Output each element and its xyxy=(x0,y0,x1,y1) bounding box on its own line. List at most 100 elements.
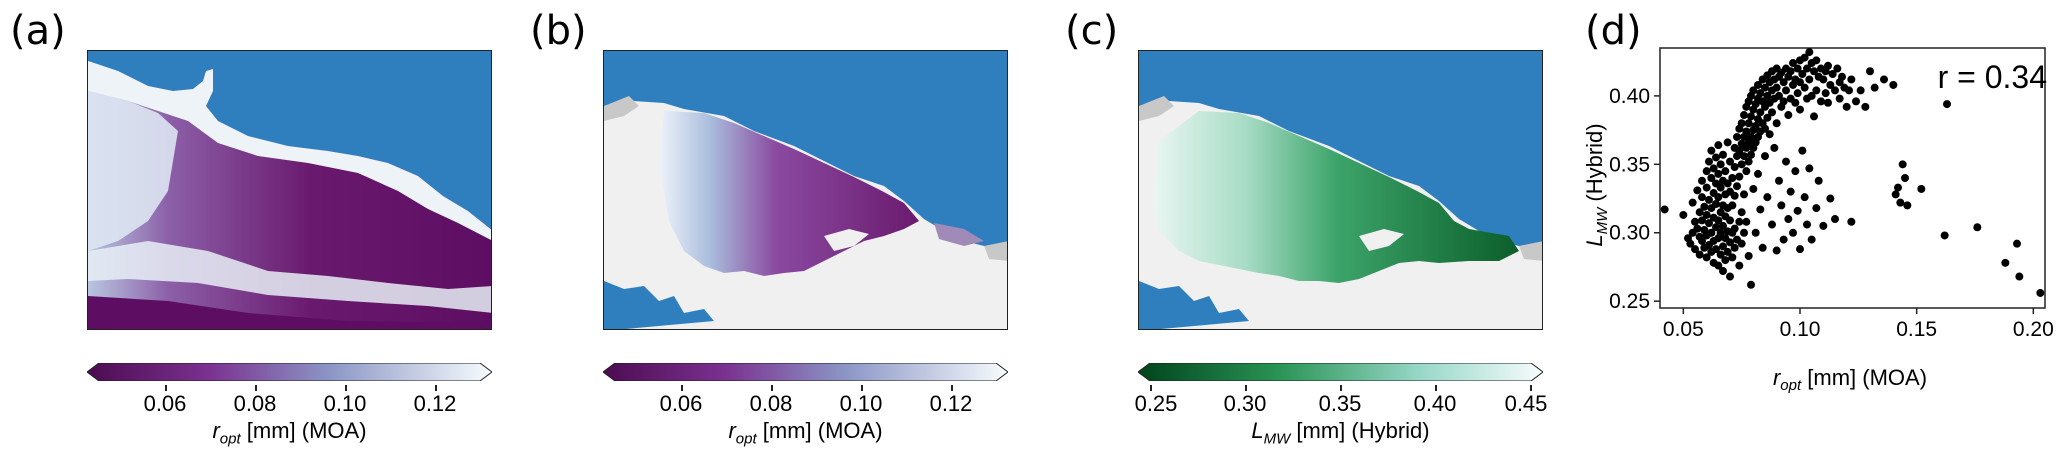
map-panel-a xyxy=(87,50,492,330)
scatter-point xyxy=(1735,261,1744,270)
scatter-point xyxy=(1723,138,1732,147)
scatter-point xyxy=(1723,179,1732,188)
scatter-point xyxy=(1803,220,1811,229)
scatter-point xyxy=(1763,91,1772,100)
scatter-point xyxy=(1768,108,1776,117)
scatter-point xyxy=(1768,220,1776,229)
scatter-point xyxy=(1940,231,1949,240)
scatter-point xyxy=(1807,91,1816,100)
scatter-point xyxy=(1880,75,1888,84)
cbar-c-tick: 0.40 xyxy=(1413,391,1457,416)
cbar-a-tick: 0.06 xyxy=(143,391,187,416)
scatter-point xyxy=(1824,61,1832,70)
scatter-point xyxy=(1714,216,1723,225)
scatter-point xyxy=(1716,160,1725,169)
scatter-point xyxy=(1686,239,1695,248)
scatter-point xyxy=(1726,238,1734,247)
scatter-point xyxy=(1824,98,1832,107)
scatter-point xyxy=(1943,100,1951,109)
scatter-point xyxy=(1756,205,1765,214)
scatter-point xyxy=(1761,152,1769,161)
scatter-point xyxy=(1917,184,1926,193)
scatter-point xyxy=(1735,146,1744,155)
cbar-b-tick: 0.12 xyxy=(929,391,973,416)
scatter-point xyxy=(1702,253,1711,262)
scatter-point xyxy=(1810,67,1818,76)
scatter-point xyxy=(1744,252,1753,260)
scatter-point xyxy=(1756,89,1765,98)
scatter-point xyxy=(1691,217,1699,226)
scatter-point xyxy=(1691,245,1699,254)
colorbar-a-ticks: 0.06 0.08 0.10 0.12 xyxy=(87,385,492,416)
scatter-point xyxy=(1693,186,1702,195)
scatter-point xyxy=(1775,91,1783,100)
scatter-point xyxy=(1740,190,1748,199)
scatter-point xyxy=(1814,176,1823,185)
scatter-point xyxy=(2013,239,2021,248)
scatter-point xyxy=(1698,236,1706,245)
scatter-point xyxy=(1740,152,1748,161)
scatter-point xyxy=(1742,127,1751,136)
scatter-point xyxy=(1796,105,1804,114)
colorbar-c-ticks: 0.25 0.30 0.35 0.40 0.45 xyxy=(1134,385,1547,416)
scatter-point xyxy=(1779,97,1788,106)
scatter-point xyxy=(1712,245,1720,254)
scatter-point xyxy=(1737,119,1746,128)
y-tick-label: 0.35 xyxy=(1609,153,1650,176)
y-axis-label: LMW (Hybrid) xyxy=(1582,123,1611,246)
scatter-point xyxy=(1716,183,1725,192)
scatter-point xyxy=(1747,280,1755,289)
scatter-point xyxy=(1751,228,1760,237)
scatter-point xyxy=(1833,64,1842,73)
scatter-point xyxy=(1763,113,1772,122)
scatter-point xyxy=(1737,239,1746,248)
scatter-point xyxy=(1747,132,1755,141)
scatter-point xyxy=(1756,108,1765,117)
scatter-point xyxy=(1749,86,1758,95)
scatter-point xyxy=(1719,150,1727,159)
scatter-point xyxy=(1730,243,1739,252)
colorbar-b-ticks: 0.06 0.08 0.10 0.12 xyxy=(603,385,1008,416)
scatter-point xyxy=(1901,174,1909,182)
scatter-point xyxy=(1845,86,1853,95)
scatter-point xyxy=(1714,141,1723,150)
scatter-point xyxy=(2036,288,2045,297)
scatter-point xyxy=(1761,83,1769,92)
scatter-point xyxy=(1835,94,1844,103)
scatter-point xyxy=(1793,89,1802,98)
scatter-point xyxy=(1847,217,1856,226)
scatter-point xyxy=(1730,224,1739,233)
scatter-point xyxy=(1812,204,1821,213)
scatter-point xyxy=(1819,75,1828,84)
scatter-point xyxy=(1796,245,1804,254)
scatter-point xyxy=(1903,201,1912,210)
scatter-point xyxy=(1728,201,1737,210)
map-c-graphic xyxy=(1139,51,1542,329)
scatter-point xyxy=(1702,167,1711,176)
scatter-point xyxy=(1831,215,1839,224)
x-tick-label: 0.15 xyxy=(1896,318,1937,341)
scatter-point xyxy=(1728,174,1737,182)
scatter-point xyxy=(1777,201,1786,210)
colorbar-a xyxy=(87,363,492,381)
scatter-point xyxy=(1742,217,1751,226)
scatter-point xyxy=(1747,150,1755,159)
scatter-point xyxy=(1805,75,1814,84)
colorbar-b xyxy=(603,363,1008,381)
scatter-point xyxy=(1740,111,1748,120)
cbar-a-tick: 0.08 xyxy=(233,391,277,416)
scatter-point xyxy=(1695,208,1704,217)
map-panel-c xyxy=(1138,50,1543,330)
scatter-point xyxy=(1889,80,1898,89)
scatter-point xyxy=(1763,193,1772,202)
scatter-point xyxy=(1744,157,1753,166)
scatter-point xyxy=(1896,198,1905,207)
cbar-b-tick: 0.08 xyxy=(749,391,793,416)
scatter-point xyxy=(1742,167,1751,176)
scatter-point xyxy=(1705,157,1713,166)
map-a-graphic xyxy=(88,51,491,329)
scatter-point xyxy=(1800,83,1809,92)
scatter-point xyxy=(1721,256,1730,265)
panel-label-d: (d) xyxy=(1585,8,1642,54)
cbar-c-tick: 0.25 xyxy=(1134,391,1178,416)
